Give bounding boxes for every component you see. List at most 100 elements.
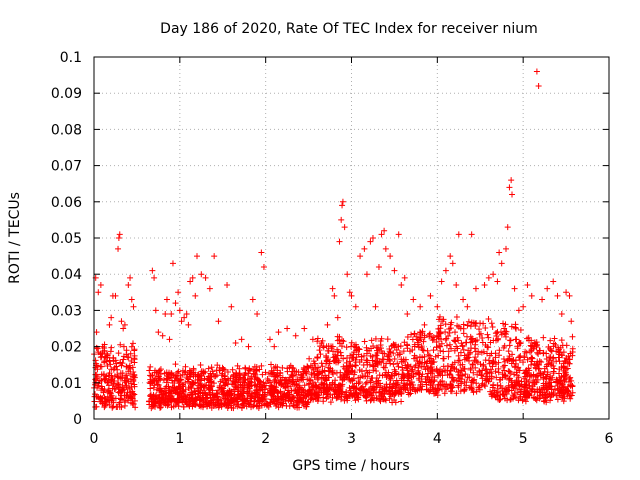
- data-point: [382, 245, 389, 252]
- data-point: [352, 362, 359, 369]
- data-point: [205, 385, 212, 392]
- data-point: [529, 343, 536, 350]
- data-point: [357, 374, 364, 381]
- data-point: [508, 387, 515, 394]
- data-point: [112, 292, 119, 299]
- data-point: [435, 316, 442, 323]
- data-point: [195, 382, 202, 389]
- data-point: [109, 404, 116, 411]
- data-point: [115, 350, 122, 357]
- data-point: [461, 352, 468, 359]
- data-point: [106, 387, 113, 394]
- data-point: [160, 377, 167, 384]
- data-point: [362, 380, 369, 387]
- data-point: [197, 372, 204, 379]
- data-point: [130, 392, 137, 399]
- data-point: [474, 337, 481, 344]
- data-point: [442, 329, 449, 336]
- data-point: [197, 397, 204, 404]
- data-point: [474, 351, 481, 358]
- data-point: [179, 399, 186, 406]
- data-point: [470, 389, 477, 396]
- data-point: [347, 362, 354, 369]
- data-point: [329, 285, 336, 292]
- data-point: [527, 348, 534, 355]
- data-point: [415, 344, 422, 351]
- data-point: [218, 389, 225, 396]
- data-point: [424, 358, 431, 365]
- x-tick-label: 6: [605, 431, 614, 447]
- data-point: [272, 403, 279, 410]
- data-point: [521, 375, 528, 382]
- data-point: [208, 364, 215, 371]
- data-point: [507, 396, 514, 403]
- data-point: [376, 372, 383, 379]
- data-point: [207, 397, 214, 404]
- data-point: [457, 349, 464, 356]
- data-point: [515, 380, 522, 387]
- data-point: [446, 341, 453, 348]
- data-point: [340, 355, 347, 362]
- data-point: [277, 369, 284, 376]
- data-point: [523, 384, 530, 391]
- data-point: [479, 339, 486, 346]
- data-point: [431, 359, 438, 366]
- data-point: [241, 379, 248, 386]
- data-point: [269, 370, 276, 377]
- data-point: [165, 401, 172, 408]
- data-point: [115, 381, 122, 388]
- data-point: [561, 365, 568, 372]
- data-point: [259, 371, 266, 378]
- data-point: [455, 352, 462, 359]
- data-point: [455, 357, 462, 364]
- data-point: [125, 394, 132, 401]
- data-point: [147, 392, 154, 399]
- data-point: [180, 403, 187, 410]
- data-point: [259, 395, 266, 402]
- data-point: [404, 345, 411, 352]
- data-point: [162, 311, 169, 318]
- data-point: [555, 354, 562, 361]
- data-point: [381, 227, 388, 234]
- data-point: [356, 378, 363, 385]
- data-point: [330, 371, 337, 378]
- data-point: [292, 332, 299, 339]
- data-point: [460, 346, 467, 353]
- data-point: [211, 253, 218, 260]
- data-point: [248, 379, 255, 386]
- data-point: [374, 355, 381, 362]
- data-point: [293, 381, 300, 388]
- data-point: [364, 347, 371, 354]
- data-point: [487, 339, 494, 346]
- data-point: [368, 337, 375, 344]
- data-point: [119, 370, 126, 377]
- data-point: [314, 355, 321, 362]
- data-point: [479, 380, 486, 387]
- data-point: [187, 278, 194, 285]
- data-point: [557, 344, 564, 351]
- data-point: [442, 321, 449, 328]
- data-point: [355, 345, 362, 352]
- data-point: [176, 383, 183, 390]
- data-point: [400, 348, 407, 355]
- data-point: [517, 327, 524, 334]
- data-point: [308, 371, 315, 378]
- data-point: [181, 314, 188, 321]
- data-point: [539, 296, 546, 303]
- data-point: [493, 333, 500, 340]
- x-axis-label: GPS time / hours: [292, 458, 409, 474]
- data-point: [197, 396, 204, 403]
- data-point: [456, 375, 463, 382]
- data-point: [437, 336, 444, 343]
- data-point: [493, 374, 500, 381]
- data-point: [267, 399, 274, 406]
- data-point: [198, 384, 205, 391]
- data-point: [208, 378, 215, 385]
- data-point: [447, 321, 454, 328]
- data-point: [442, 336, 449, 343]
- data-point: [348, 390, 355, 397]
- data-point: [492, 361, 499, 368]
- data-point: [329, 380, 336, 387]
- axis-ticks: 0 1 2 3 4 5 6 0 0.01 0.02 0.03 0.04 0.05 0.06 0.07 0.08…: [51, 50, 614, 447]
